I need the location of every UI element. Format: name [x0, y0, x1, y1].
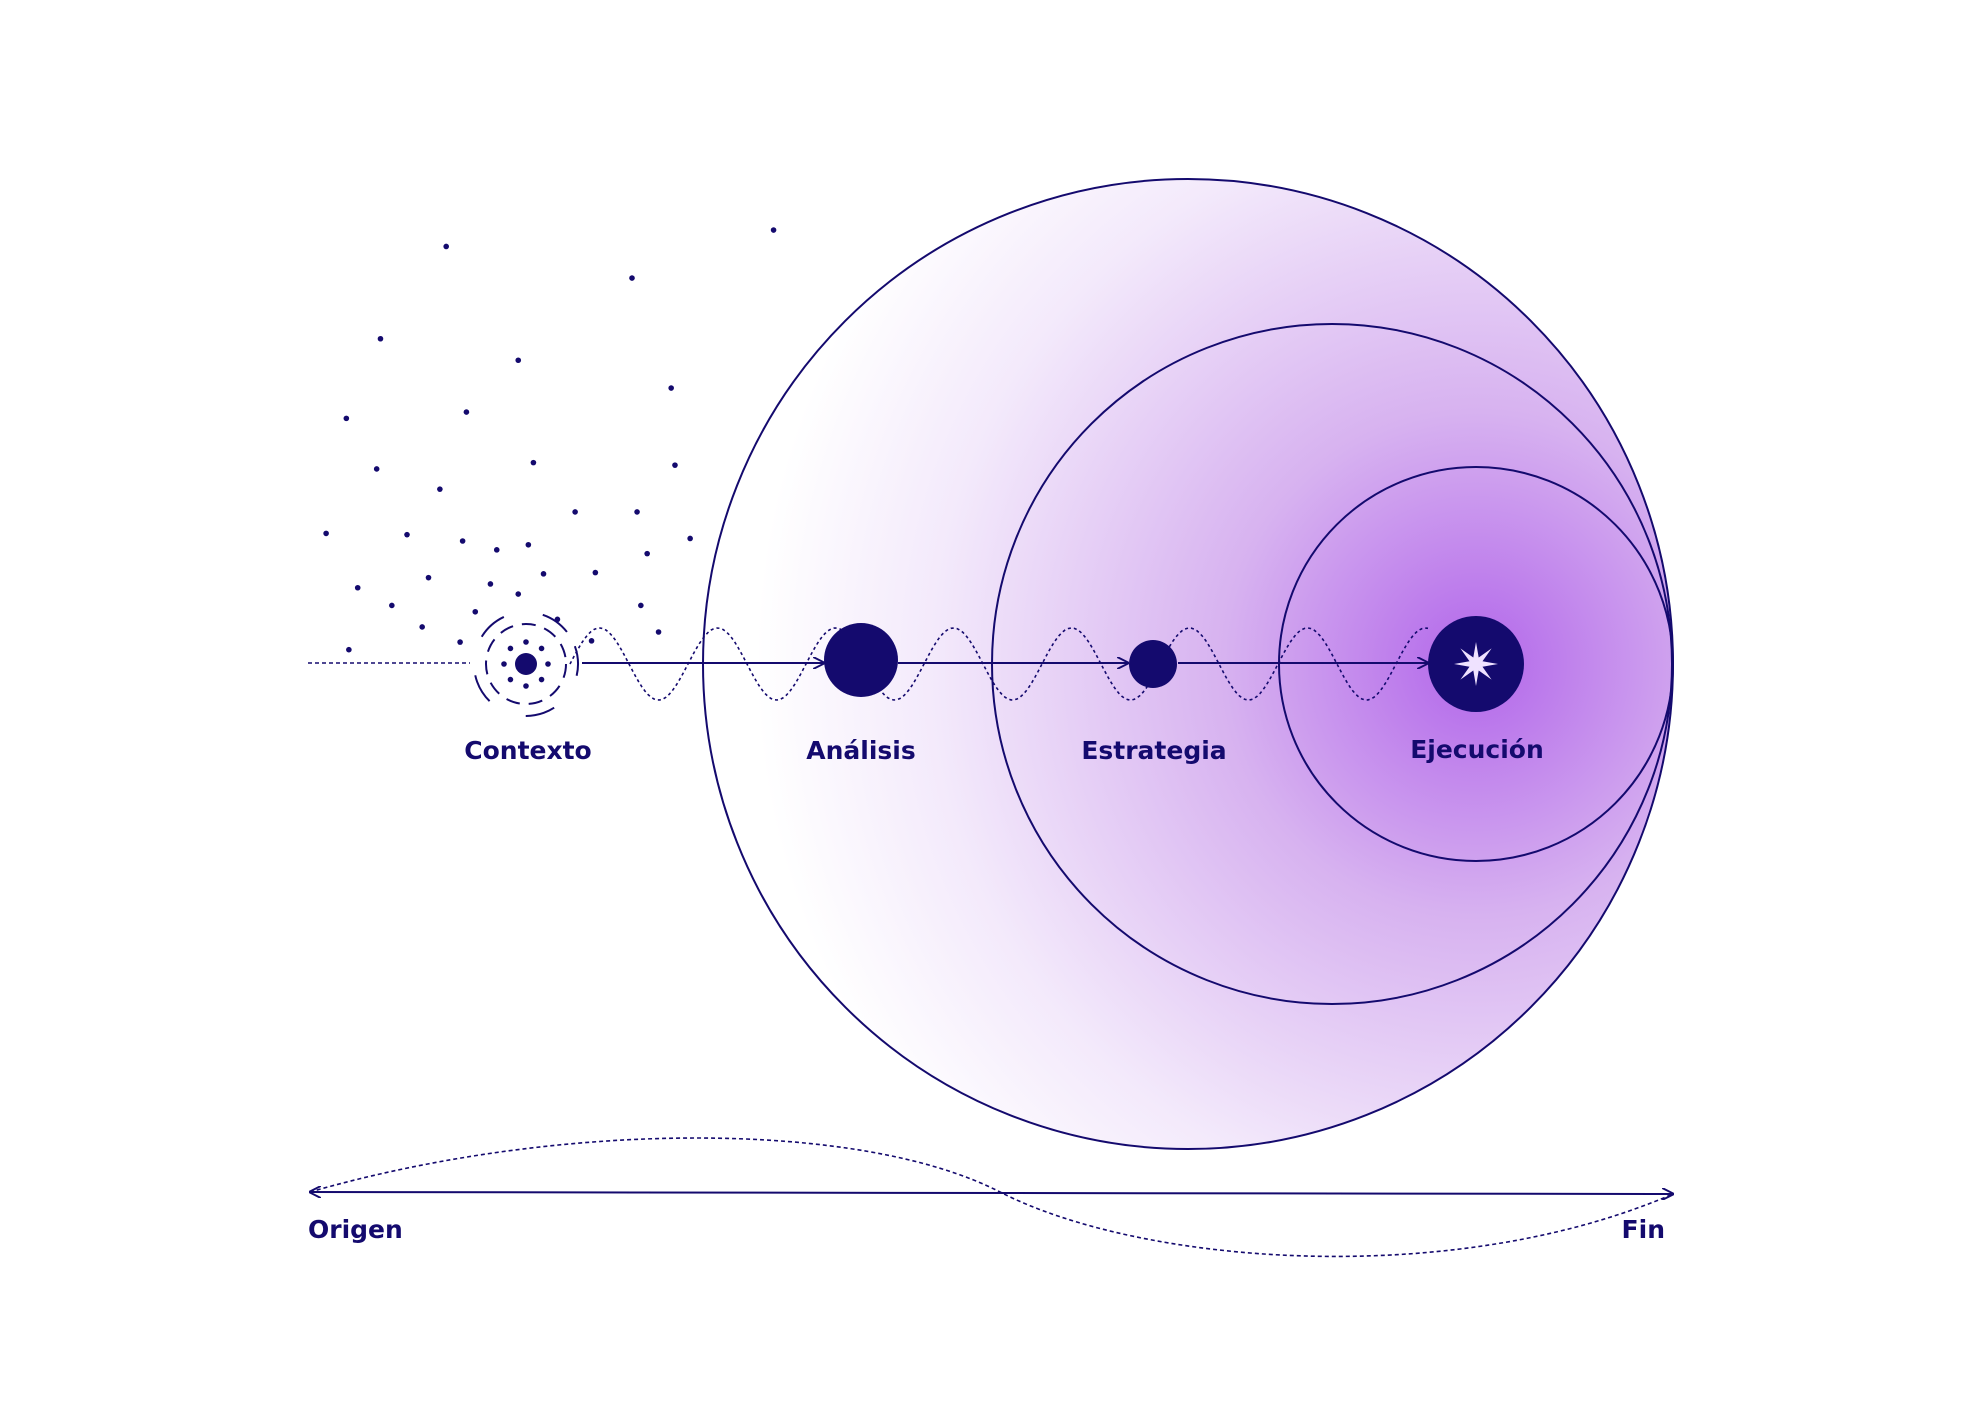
contexto-node [473, 611, 579, 717]
timeline-end: Fin [1622, 1215, 1665, 1244]
dot [515, 357, 522, 364]
dot [437, 486, 443, 492]
dot [525, 541, 532, 548]
dot [634, 509, 640, 515]
timeline-start: Origen [308, 1215, 403, 1244]
dot [515, 591, 522, 597]
node-label: Estrategia [1081, 736, 1226, 765]
dot [472, 608, 479, 615]
dot [457, 639, 463, 645]
dot [629, 275, 635, 281]
dot [373, 466, 380, 472]
dot [588, 638, 595, 644]
dot [638, 602, 644, 609]
scatter-dots [323, 227, 777, 653]
ring-dot [538, 676, 545, 683]
dot [572, 509, 578, 515]
ring-dot [523, 639, 529, 645]
dot [463, 409, 470, 415]
ring-dot [523, 683, 529, 689]
timeline-curve [309, 1137, 1674, 1258]
dot [419, 624, 425, 630]
dot [687, 535, 693, 542]
dot [530, 459, 537, 466]
dot [770, 227, 777, 233]
dot [540, 571, 547, 577]
dot [487, 581, 494, 587]
dot [493, 547, 500, 553]
dot [323, 530, 329, 537]
dot [443, 243, 449, 250]
dot [592, 569, 599, 576]
wave-path [569, 627, 1429, 701]
dot [644, 550, 650, 557]
ring-dot [507, 645, 514, 652]
dot [459, 538, 466, 544]
node-label: Análisis [806, 736, 916, 765]
ejecucion-node [1428, 616, 1524, 712]
dot [404, 531, 410, 538]
ring-dot [501, 661, 507, 667]
ring-dot [538, 645, 545, 652]
analisis-node [824, 623, 898, 697]
dot [346, 646, 352, 653]
dot [354, 584, 361, 591]
dot [377, 335, 384, 342]
dot [672, 462, 678, 468]
estrategia-node [1129, 640, 1177, 688]
dot [655, 629, 662, 635]
dot [343, 415, 350, 422]
timeline [310, 1192, 1673, 1194]
ring-dot [507, 676, 514, 683]
dot [668, 385, 674, 391]
node-label: Contexto [464, 736, 591, 765]
dot [425, 574, 432, 581]
node-label: Ejecución [1410, 735, 1544, 764]
ring-dot [545, 661, 551, 667]
dot [389, 602, 395, 609]
